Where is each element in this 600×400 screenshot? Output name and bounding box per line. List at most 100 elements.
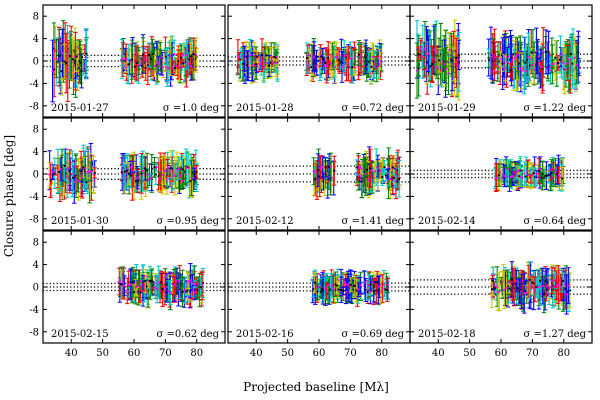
data-point (339, 51, 345, 83)
data-point (341, 40, 347, 73)
data-point (74, 41, 79, 72)
panel-date-label: 2015-01-28 (236, 103, 294, 114)
data-point (269, 56, 274, 65)
data-point (140, 37, 146, 73)
y-tick-label: 8 (33, 12, 39, 23)
panel-sigma-label: σ =1.41 deg (341, 216, 404, 227)
data-point (361, 56, 367, 76)
data-point (136, 55, 142, 76)
data-points (47, 142, 199, 204)
panel-2015-02-18: 40 50 60 70 80 2015-02-18 σ =1.27 deg (409, 230, 593, 359)
panel-2015-02-12: 2015-02-12 σ =1.41 deg (227, 117, 411, 231)
data-point (261, 50, 267, 83)
data-point (132, 54, 137, 80)
x-tick-label: 70 (159, 348, 172, 359)
data-point (123, 62, 128, 73)
data-point (184, 39, 190, 70)
y-tick-label: 0 (33, 283, 39, 294)
panel-2015-02-16: 40 50 60 70 80 2015-02-16 σ =0.69 deg (227, 230, 411, 359)
data-point (323, 55, 328, 70)
data-point (70, 36, 75, 82)
panel-2015-01-27: -8 -4 0 4 8 2015-01-27 σ =1.0 deg (29, 4, 226, 118)
panel-sigma-label: σ =0.64 deg (523, 216, 586, 227)
x-tick-label: 60 (128, 348, 141, 359)
x-tick-label: 40 (250, 348, 263, 359)
data-point (176, 53, 181, 69)
y-axis-label: Closure phase [deg] (2, 135, 16, 257)
x-tick-label: 80 (375, 348, 388, 359)
x-tick-label: 80 (190, 348, 203, 359)
x-tick-label: 80 (557, 348, 570, 359)
data-point (254, 50, 260, 64)
data-point (188, 57, 193, 75)
panel-date-label: 2015-02-15 (51, 329, 109, 340)
data-point (160, 56, 166, 78)
y-tick-label: -4 (29, 79, 39, 90)
panel-2015-01-30: -8 -4 0 4 8 2015-01-30 σ =0.95 deg (29, 117, 226, 231)
data-point (369, 49, 374, 85)
data-point (363, 45, 368, 70)
data-points (235, 38, 384, 85)
data-point (268, 46, 274, 79)
data-point (373, 55, 378, 71)
panel-sigma-label: σ =1.0 deg (163, 103, 220, 114)
data-point (54, 39, 59, 79)
y-tick-label: 0 (33, 57, 39, 68)
panel-2015-01-29: 2015-01-29 σ =1.22 deg (409, 4, 593, 118)
data-point (356, 43, 362, 66)
data-point (314, 49, 319, 62)
data-point (59, 62, 64, 81)
data-point (146, 42, 152, 68)
x-tick-label: 50 (96, 348, 109, 359)
panel-sigma-label: σ =1.22 deg (523, 103, 586, 114)
data-point (126, 44, 132, 85)
data-point (65, 42, 70, 102)
data-point (328, 57, 334, 70)
data-point (181, 58, 186, 68)
data-points (493, 154, 566, 193)
data-point (324, 48, 330, 84)
y-tick-label: -8 (29, 327, 39, 338)
panel-date-label: 2015-02-12 (236, 216, 294, 227)
data-point (259, 38, 265, 72)
data-point (84, 28, 89, 80)
data-point (250, 55, 255, 75)
data-points (414, 19, 582, 101)
data-point (333, 50, 338, 84)
y-tick-label: 4 (33, 260, 39, 271)
y-tick-label: -4 (29, 305, 39, 316)
y-tick-label: -8 (29, 101, 39, 112)
y-tick-label: -4 (29, 192, 39, 203)
data-points (310, 268, 391, 307)
data-points (50, 20, 199, 103)
data-point (311, 41, 317, 72)
panel-date-label: 2015-01-29 (418, 103, 476, 114)
panel-date-label: 2015-02-18 (418, 329, 476, 340)
x-tick-label: 40 (432, 348, 445, 359)
x-axis-label: Projected baseline [Mλ] (243, 380, 389, 394)
data-point (79, 53, 84, 89)
y-tick-label: -8 (29, 214, 39, 225)
y-tick-label: 4 (33, 147, 39, 158)
panel-2015-01-28: 2015-01-28 σ =0.72 deg (227, 4, 411, 118)
data-point (414, 42, 420, 99)
panel-2015-02-14: 2015-02-14 σ =0.64 deg (409, 117, 593, 231)
data-point (377, 48, 382, 80)
x-tick-label: 50 (281, 348, 294, 359)
data-point (57, 29, 62, 83)
data-point (129, 39, 135, 80)
data-point (366, 50, 371, 73)
panel-date-label: 2015-01-30 (51, 216, 109, 227)
data-point (244, 50, 250, 81)
x-tick-label: 60 (495, 348, 508, 359)
data-point (67, 31, 73, 80)
y-tick-label: 0 (33, 170, 39, 181)
y-tick-label: 8 (33, 238, 39, 249)
panel-date-label: 2015-02-16 (236, 329, 294, 340)
panel-date-label: 2015-02-14 (418, 216, 476, 227)
data-point (62, 43, 67, 80)
panel-2015-02-15: 40 50 60 70 80 -8 -4 0 4 8 2015-02-15 σ =0.62 deg (29, 230, 226, 359)
data-point (168, 36, 173, 76)
x-tick-label: 40 (65, 348, 78, 359)
